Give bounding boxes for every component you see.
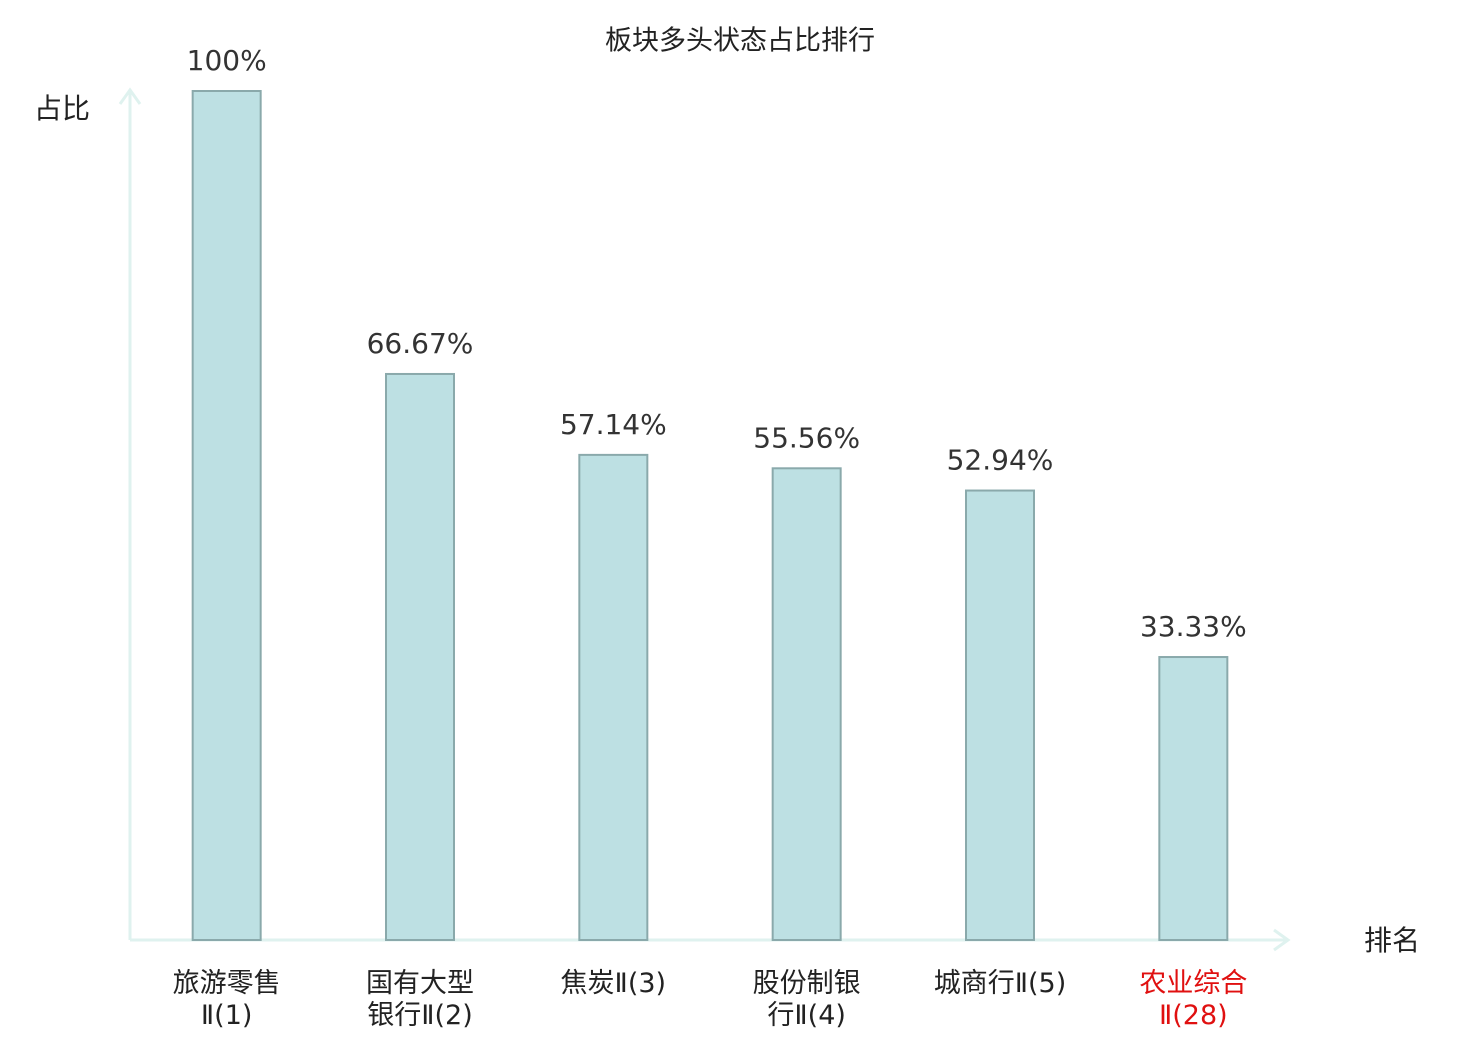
x-tick-label: 国有大型银行Ⅱ(2) <box>366 968 474 1031</box>
value-label: 55.56% <box>753 421 860 454</box>
bar <box>771 467 842 941</box>
y-arrow <box>118 87 142 105</box>
y-axis-label: 占比 <box>34 92 90 125</box>
bar <box>385 372 455 942</box>
x-tick-label: 股份制银行Ⅱ(4) <box>753 968 861 1031</box>
x-tick-label: 农业综合 Ⅱ(28) <box>1139 968 1247 1031</box>
value-label: 52.94% <box>947 444 1054 477</box>
x-tick-label: 焦炭Ⅱ(3) <box>561 968 667 999</box>
value-label: 100% <box>187 44 267 77</box>
bar <box>965 489 1035 941</box>
value-label: 66.67% <box>367 327 474 360</box>
x-axis-label: 排名 <box>1364 924 1420 957</box>
bar <box>1158 656 1229 942</box>
axes <box>118 87 1291 952</box>
value-label: 57.14% <box>560 408 667 441</box>
x-tick-label: 城商行Ⅱ(5) <box>934 968 1067 999</box>
bar <box>578 453 649 941</box>
chart-title: 板块多头状态占比排行 <box>605 26 875 57</box>
x-arrow <box>1273 928 1291 952</box>
x-tick-label: 旅游零售 Ⅱ(1) <box>173 968 281 1031</box>
value-label: 33.33% <box>1140 610 1247 643</box>
bar <box>191 90 262 941</box>
